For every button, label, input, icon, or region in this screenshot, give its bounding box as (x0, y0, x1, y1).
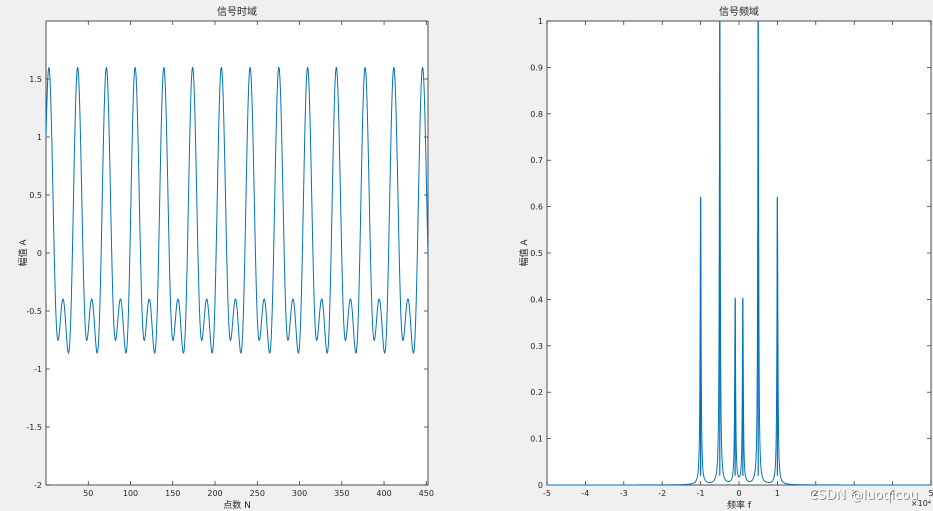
y-tick-label: -0.5 (26, 307, 42, 316)
time-domain-axes: -2 -1.5 -1 -0.5 0 0.5 1 1.5 50 100 150 200 250 300 35… (17, 5, 434, 511)
y-tick-label: 0.5 (530, 249, 543, 258)
x-tick-label: 0 (736, 489, 741, 498)
y-tick-label: 1 (538, 17, 543, 26)
y-tick-label: 1.5 (29, 75, 42, 84)
y-tick-label: -1 (34, 365, 42, 374)
y-tick-label: 0 (37, 249, 42, 258)
y-tick-label: 0.8 (530, 110, 543, 119)
y-tick-label: -1.5 (26, 423, 42, 432)
x-tick-label: 1 (775, 489, 780, 498)
frequency-domain-axes: 0 0.1 0.2 0.3 0.4 0.5 0.6 0.7 0.8 0.9 1 -5 -4 -3 -2 -1… (518, 5, 933, 511)
x-tick-label: 100 (123, 489, 138, 498)
x-tick-label: 400 (376, 489, 391, 498)
frequency-x-multiplier: ×10⁴ (911, 499, 931, 508)
time-domain-plot-area (45, 20, 429, 486)
x-tick-label: 150 (165, 489, 180, 498)
y-tick-label: 0.5 (29, 191, 42, 200)
x-tick-label: 200 (207, 489, 222, 498)
watermark-shadow: CSDN @luoqicou (810, 489, 919, 504)
time-domain-xlabel: 点数 N (223, 499, 251, 511)
y-tick-label: 0.1 (530, 435, 543, 444)
time-domain-line (45, 66, 429, 354)
x-tick-label: 450 (419, 489, 434, 498)
time-signal-line (45, 66, 429, 354)
y-tick-label: -2 (34, 481, 42, 490)
watermark: CSDN @luoqicou (809, 488, 918, 503)
frequency-domain-line (547, 20, 931, 486)
x-tick-label: 250 (250, 489, 265, 498)
time-domain-ylabel: 幅值 A (17, 239, 29, 267)
y-tick-label: 0.4 (530, 295, 543, 304)
y-tick-label: 0.7 (530, 156, 543, 165)
frequency-domain-ylabel: 幅值 A (518, 239, 530, 267)
y-tick-label: 0.2 (530, 388, 543, 397)
y-tick-label: 0.3 (530, 342, 543, 351)
x-tick-label: -5 (543, 489, 551, 498)
x-tick-label: 50 (83, 489, 93, 498)
spectrum-line (547, 20, 931, 486)
x-tick-label: -2 (658, 489, 666, 498)
time-domain-title: 信号时域 (217, 5, 257, 18)
x-tick-label: -3 (620, 489, 628, 498)
x-tick-label: 5 (928, 489, 933, 498)
frequency-domain-title: 信号频域 (719, 5, 759, 18)
frequency-domain-y-ticks: 0 0.1 0.2 0.3 0.4 0.5 0.6 0.7 0.8 0.9 1 (530, 17, 931, 490)
x-tick-label: -4 (581, 489, 589, 498)
y-tick-label: 1 (37, 133, 42, 142)
frequency-domain-x-ticks: -5 -4 -3 -2 -1 0 1 2 3 4 5 (543, 21, 933, 498)
x-tick-label: -1 (697, 489, 705, 498)
y-tick-label: 0 (538, 481, 543, 490)
y-tick-label: 0.6 (530, 203, 543, 212)
x-tick-label: 4 (890, 489, 895, 498)
x-tick-label: 350 (334, 489, 349, 498)
x-tick-label: 2 (813, 489, 818, 498)
x-tick-label: 300 (292, 489, 307, 498)
time-domain-y-ticks: -2 -1.5 -1 -0.5 0 0.5 1 1.5 (26, 75, 428, 490)
frequency-domain-xlabel: 频率 f (727, 499, 752, 511)
frequency-domain-plot-area (546, 20, 932, 486)
time-domain-x-ticks: 50 100 150 200 250 300 350 400 450 (83, 21, 434, 498)
x-tick-label: 3 (852, 489, 857, 498)
y-tick-label: 0.9 (530, 63, 543, 72)
